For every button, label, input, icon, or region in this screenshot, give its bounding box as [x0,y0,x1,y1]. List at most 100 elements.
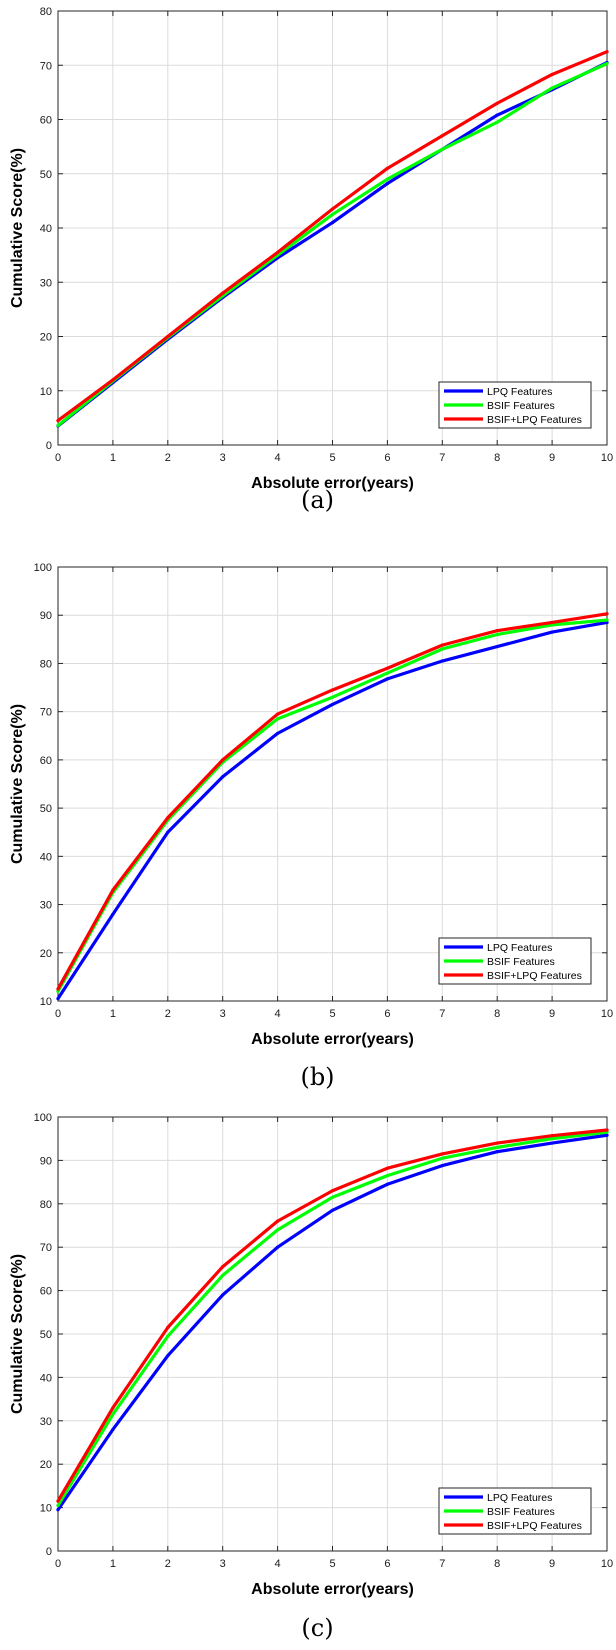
x-tick-label: 8 [494,1008,500,1020]
data-point [330,702,335,707]
data-point [221,775,225,779]
data-point [605,50,609,54]
y-tick-label: 100 [34,1112,52,1124]
x-tick-label: 4 [275,1558,281,1570]
data-point [276,1228,280,1232]
data-point [56,1499,60,1503]
y-tick-label: 30 [40,1416,52,1428]
y-tick-label: 70 [40,60,52,72]
data-point [385,166,389,170]
data-point [221,291,225,295]
data-point [330,1189,335,1193]
data-point [166,1325,170,1330]
y-tick-label: 60 [40,115,52,127]
data-point [385,671,389,675]
data-point [56,418,60,423]
data-point [221,758,225,762]
x-tick-label: 5 [329,452,335,464]
data-point [550,1141,554,1145]
y-tick-label: 0 [46,1546,52,1558]
data-point [605,1128,609,1132]
x-tick-label: 2 [165,1008,171,1020]
data-point [221,1293,225,1297]
y-tick-label: 80 [40,658,52,670]
y-tick-label: 20 [40,1459,52,1471]
y-axis-label: Cumulative Score(%) [9,704,26,864]
legend-label: BSIF Features [487,400,555,412]
data-point [56,1508,60,1512]
data-point [330,220,335,225]
data-point [166,816,170,820]
chart-panel-1: 0 1 2 3 4 5 6 7 8 9 10 10 20 30 40 50 60 70 80 90 100 Absolut… [9,562,613,1091]
panel-caption: (a) [301,486,334,514]
data-point [221,1265,225,1269]
x-tick-label: 8 [494,1558,500,1570]
data-point [330,1195,335,1199]
y-tick-label: 70 [40,1242,52,1254]
data-point [495,120,499,124]
data-point [550,86,554,90]
data-point [166,1354,170,1358]
data-point [276,717,280,721]
data-point [440,647,444,651]
y-tick-label: 10 [40,1503,52,1515]
data-point [56,423,60,428]
x-tick-label: 6 [384,1008,390,1020]
data-point [495,1150,499,1154]
data-point [605,62,609,66]
y-tick-label: 20 [40,948,52,960]
data-point [276,712,280,716]
data-point [495,101,499,105]
y-tick-label: 40 [40,223,52,235]
x-tick-label: 8 [494,452,500,464]
x-axis-label: Absolute error(years) [251,1031,414,1048]
x-tick-label: 3 [220,1008,226,1020]
data-point [440,1152,444,1156]
y-tick-label: 100 [34,562,52,574]
data-point [385,677,389,681]
x-tick-label: 2 [165,452,171,464]
x-tick-label: 6 [384,452,390,464]
data-point [550,630,554,634]
y-tick-label: 50 [40,169,52,181]
x-axis-label: Absolute error(years) [251,1581,414,1598]
data-point [166,334,170,339]
data-point [330,207,335,211]
x-tick-label: 0 [55,1008,61,1020]
data-point [385,181,389,186]
y-tick-label: 40 [40,1372,52,1384]
legend-label: BSIF Features [487,1506,555,1518]
data-point [440,134,444,138]
y-tick-label: 80 [40,1199,52,1211]
legend-label: LPQ Features [487,942,552,954]
data-point [276,1245,280,1249]
x-tick-label: 0 [55,452,61,464]
data-point [385,1173,389,1178]
data-point [440,643,444,647]
data-point [276,250,280,255]
x-tick-label: 5 [329,1558,335,1570]
y-tick-label: 80 [40,6,52,18]
y-tick-label: 40 [40,851,52,863]
x-tick-label: 1 [110,1008,116,1020]
data-point [550,1134,554,1138]
x-tick-label: 5 [329,1008,335,1020]
y-tick-label: 0 [46,440,52,452]
y-tick-label: 50 [40,803,52,815]
x-tick-label: 9 [549,1558,555,1570]
data-point [495,644,499,649]
data-point [495,632,499,637]
x-tick-label: 4 [275,1008,281,1020]
y-axis-label: Cumulative Score(%) [9,148,26,308]
data-point [440,1156,444,1160]
data-point [495,113,499,117]
x-tick-label: 3 [220,1558,226,1570]
x-tick-label: 9 [549,452,555,464]
legend-label: BSIF+LPQ Features [487,414,582,426]
legend-label: BSIF Features [487,956,555,968]
x-tick-label: 1 [110,1558,116,1570]
data-point [111,1412,115,1416]
data-point [550,1137,554,1141]
y-tick-label: 30 [40,900,52,912]
